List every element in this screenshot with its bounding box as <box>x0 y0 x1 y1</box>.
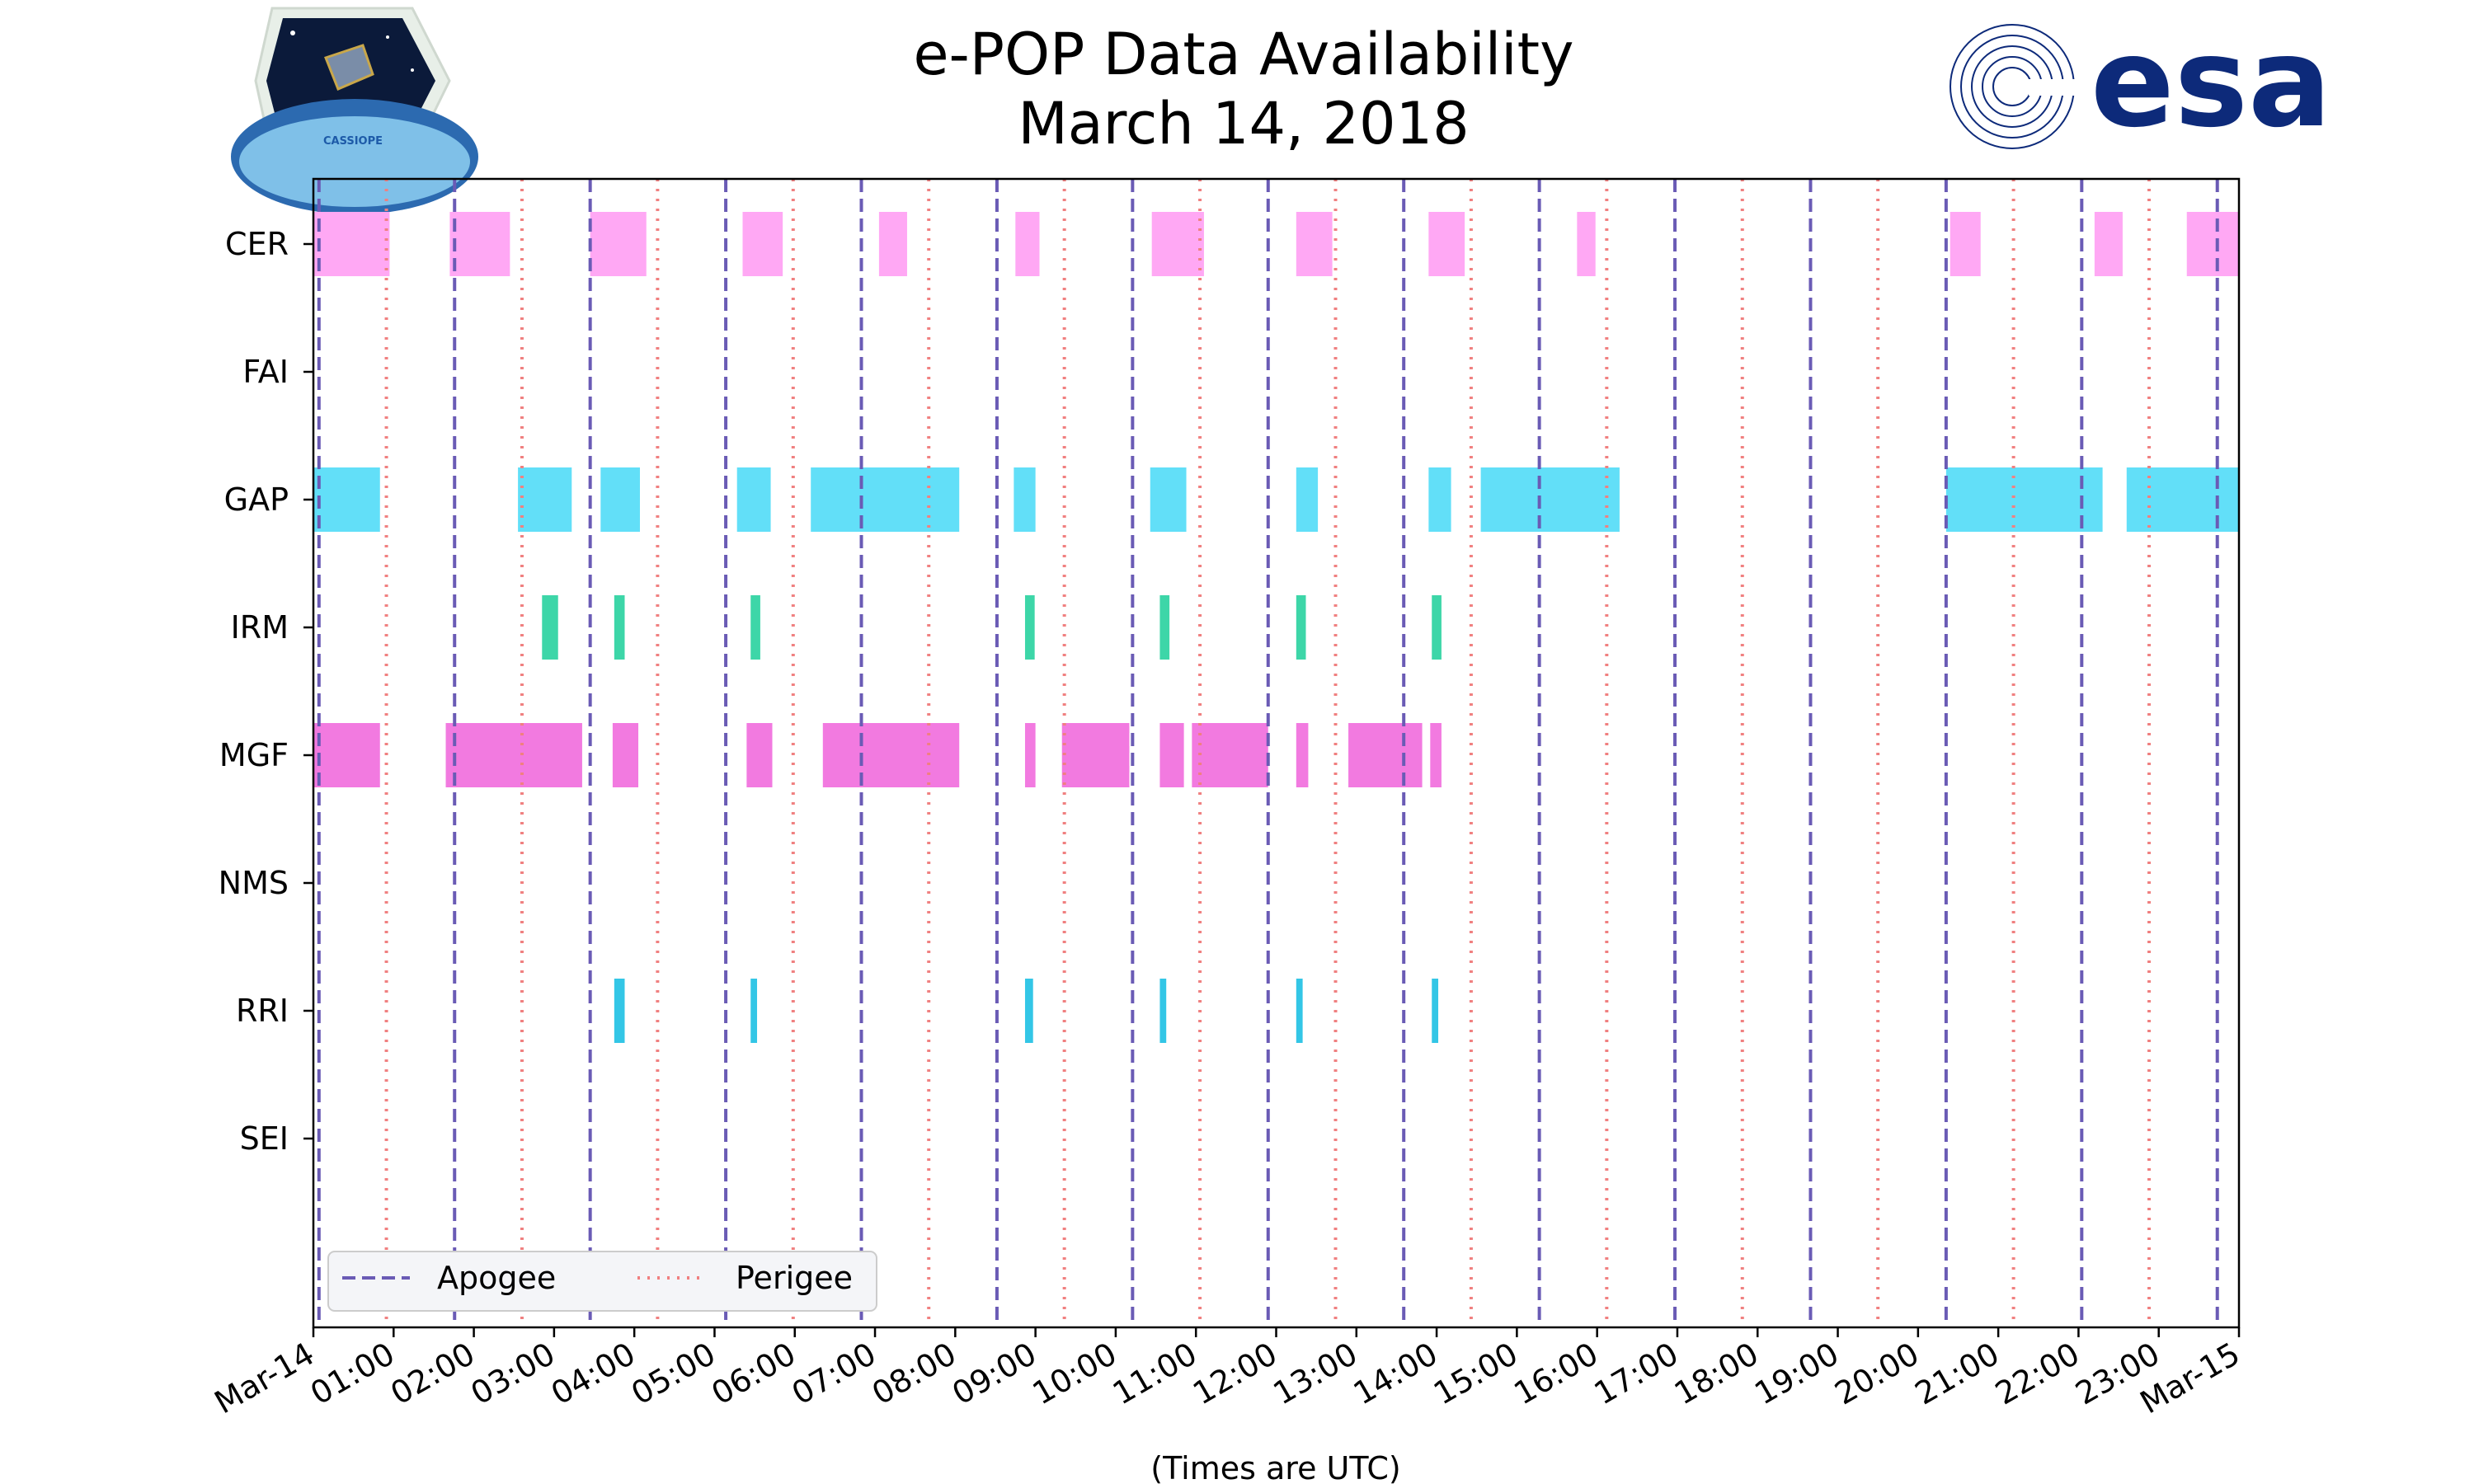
bar-gap <box>1428 467 1451 532</box>
chart-subtitle: March 14, 2018 <box>1018 90 1469 157</box>
x-tick-label: 12:00 <box>1187 1336 1283 1412</box>
bar-rri <box>614 979 625 1043</box>
cassiope-logo-text: CASSIOPE <box>323 135 383 148</box>
bar-gap <box>1150 467 1187 532</box>
bar-irm <box>614 595 625 660</box>
x-tick-label: 13:00 <box>1267 1336 1363 1412</box>
bar-gap <box>1480 467 1620 532</box>
bar-irm <box>1159 595 1170 660</box>
x-tick-label: 21:00 <box>1909 1336 2006 1412</box>
x-tick-label: 08:00 <box>866 1336 962 1412</box>
bar-gap <box>313 467 380 532</box>
bar-cer <box>590 212 647 276</box>
bar-cer <box>1015 212 1040 276</box>
x-tick-label: 11:00 <box>1107 1336 1203 1412</box>
orbit-markers <box>317 179 2219 1327</box>
bar-irm <box>1024 595 1035 660</box>
cassiope-mission-icon: CASSIOPE <box>231 7 478 214</box>
bar-gap <box>600 467 640 532</box>
x-tick-label: 09:00 <box>946 1336 1042 1412</box>
x-tick-label: 20:00 <box>1828 1336 1925 1412</box>
bar-mgf <box>1061 723 1130 787</box>
bar-mgf <box>1159 723 1184 787</box>
bar-mgf <box>313 723 380 787</box>
data-bars <box>313 212 2239 1043</box>
bar-rri <box>750 979 758 1043</box>
y-tick-label: SEI <box>240 1120 289 1157</box>
bar-gap <box>1945 467 2103 532</box>
x-axis-label: (Times are UTC) <box>1150 1450 1400 1484</box>
legend-apogee-label: Apogee <box>437 1260 556 1296</box>
y-axis: CER FAI GAP IRM MGF NMS RRI SEI <box>219 226 313 1157</box>
x-tick-label: 18:00 <box>1668 1336 1765 1412</box>
x-tick-label: 19:00 <box>1748 1336 1845 1412</box>
bar-mgf <box>445 723 582 787</box>
bar-irm <box>1296 595 1306 660</box>
chart-title: e-POP Data Availability <box>913 21 1573 88</box>
bar-cer <box>1296 212 1333 276</box>
bar-mgf <box>1024 723 1036 787</box>
bar-gap <box>1014 467 1036 532</box>
bar-irm <box>542 595 558 660</box>
plot-frame <box>312 177 2241 1329</box>
bar-cer <box>1428 212 1465 276</box>
y-tick-label: MGF <box>219 737 289 773</box>
bar-mgf <box>822 723 960 787</box>
bar-mgf <box>1192 723 1268 787</box>
y-tick-label: IRM <box>231 609 289 646</box>
esa-logo: esa <box>1950 12 2331 155</box>
legend-perigee-label: Perigee <box>736 1260 853 1296</box>
y-tick-label: CER <box>225 226 289 262</box>
legend: Apogee Perigee <box>327 1251 877 1312</box>
x-tick-label: 22:00 <box>1989 1336 2086 1412</box>
y-tick-label: RRI <box>236 993 289 1029</box>
x-tick-label: 01:00 <box>304 1336 401 1412</box>
bar-cer <box>313 212 390 276</box>
bar-gap <box>2126 467 2239 532</box>
bar-rri <box>1024 979 1033 1043</box>
y-tick-label: FAI <box>242 354 289 390</box>
bar-cer <box>2186 212 2239 276</box>
bar-gap <box>518 467 572 532</box>
x-tick-label: 06:00 <box>705 1336 802 1412</box>
x-tick-label: Mar-14 <box>209 1336 321 1421</box>
y-tick-label: GAP <box>224 481 289 518</box>
x-tick-label: 07:00 <box>786 1336 882 1412</box>
bar-cer <box>1151 212 1204 276</box>
bar-mgf <box>1430 723 1442 787</box>
x-tick-label: 10:00 <box>1027 1336 1123 1412</box>
bar-mgf <box>612 723 639 787</box>
x-tick-label: 05:00 <box>625 1336 722 1412</box>
bar-cer <box>742 212 783 276</box>
bar-cer <box>449 212 510 276</box>
bar-cer <box>2094 212 2123 276</box>
bar-mgf <box>1348 723 1423 787</box>
bar-mgf <box>1296 723 1309 787</box>
x-tick-label: 03:00 <box>465 1336 562 1412</box>
x-tick-label: 04:00 <box>545 1336 642 1412</box>
x-tick-label: 16:00 <box>1507 1336 1604 1412</box>
bar-rri <box>1159 979 1167 1043</box>
x-tick-label: 17:00 <box>1588 1336 1685 1412</box>
esa-logo-text: esa <box>2091 12 2331 155</box>
bar-cer <box>878 212 907 276</box>
bar-gap <box>1296 467 1319 532</box>
x-tick-label: 15:00 <box>1427 1336 1524 1412</box>
x-tick-label: 14:00 <box>1348 1336 1444 1412</box>
bar-cer <box>1950 212 1981 276</box>
bar-gap <box>811 467 960 532</box>
x-tick-label: 02:00 <box>384 1336 481 1412</box>
bar-rri <box>1432 979 1439 1043</box>
x-axis: Mar-1401:0002:0003:0004:0005:0006:0007:0… <box>209 1327 2246 1421</box>
bar-cer <box>1577 212 1596 276</box>
bar-mgf <box>746 723 773 787</box>
bar-gap <box>736 467 771 532</box>
bar-irm <box>750 595 760 660</box>
bar-irm <box>1432 595 1442 660</box>
bar-rri <box>1296 979 1303 1043</box>
y-tick-label: NMS <box>219 865 289 901</box>
